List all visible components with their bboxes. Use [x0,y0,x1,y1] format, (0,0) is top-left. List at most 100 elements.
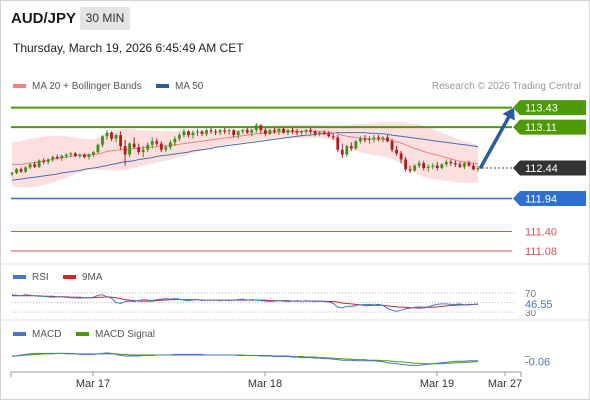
candle-body [218,130,222,133]
candle-body [82,154,86,158]
ma20-swatch [13,84,26,89]
candle-body [101,136,104,145]
legend-ma50-label: MA 50 [175,81,204,92]
forecast-arrow-head [502,107,515,121]
rsi-guide-label-70: 70 [525,289,537,300]
macd-value-label: -0.06 [525,357,550,369]
candle-body [282,128,285,133]
candle-body [291,130,294,132]
candle-body [331,136,335,138]
candle-body [435,165,439,169]
level-label-3: 111.40 [525,226,557,238]
candle-body [191,132,195,136]
level-label-1: 113.11 [525,122,557,134]
candle-body [155,141,159,144]
candle-body [114,135,118,139]
candle-body [128,143,132,155]
candle-body [472,165,475,170]
legend-macd: MACD [13,329,61,340]
ma50-swatch [156,84,169,89]
candle-body [368,138,371,140]
macd-signal-swatch [76,332,89,337]
candle-body [60,155,64,159]
rsi-swatch [13,275,26,280]
rsi-line [11,294,479,312]
candle-body [105,132,109,137]
candle-body [232,130,236,136]
candle-body [476,168,480,170]
candle-body [87,154,91,158]
candle-body [227,130,231,132]
legend-macd-signal: MACD Signal [76,329,155,340]
copyright-text: Research © 2026 Trading Central [431,81,581,92]
interval-button[interactable]: 30 MIN [80,7,130,30]
candle-body [10,172,14,175]
candle-body [399,153,403,160]
candle-body [137,147,141,153]
rsi-value-label: 46.55 [525,299,553,311]
candle-body [150,141,154,145]
candle-body [250,130,254,133]
candle-body [372,137,376,139]
rsi-ma-swatch [63,275,76,280]
candle-body [336,137,340,150]
legend-macd-label: MACD [32,329,62,340]
candle-body [404,159,408,170]
candle-body [46,159,50,162]
macd-signal-line [12,352,478,365]
candle-body [363,138,367,140]
level-label-box-0 [513,100,586,116]
level-label-4: 111.08 [525,246,557,258]
candle-body [268,130,272,134]
legend-rsi-ma: 9MA [63,272,103,283]
candle-body [28,164,32,168]
candle-body [426,166,430,169]
candle-body [51,157,55,160]
rsi-guide-label-30: 30 [525,308,537,319]
candle-body [277,128,281,132]
legend-ma20-bollinger: MA 20 + Bollinger Bands [13,81,142,92]
forecast-arrow-shaft [479,115,511,169]
candle-body [214,131,217,133]
ma50-line [11,132,479,181]
candle-body [349,146,353,149]
candle-body [96,144,100,153]
candle-body [173,138,177,143]
candle-body [295,131,299,133]
legend-rsi-label: RSI [32,272,49,283]
candle-body [177,135,181,139]
candle-body [69,153,73,155]
rsi-value-bg [522,298,556,311]
candle-body [381,137,385,139]
candle-body [254,125,258,131]
candle-body [110,132,113,139]
candle-body [286,130,290,133]
candle-body [259,125,263,131]
candle-body [440,164,444,169]
time-tick-label-2: Mar 19 [420,378,454,390]
candle-body [19,169,23,172]
candle-body [187,131,190,136]
candle-body [33,164,37,167]
candle-body [422,163,426,169]
candle-body [467,163,471,166]
macd-swatch [13,332,26,337]
candle-body [159,143,163,150]
level-label-2: 111.94 [525,194,557,206]
timestamp: Thursday, March 19, 2026 6:45:49 AM CET [13,41,244,55]
level-label-0: 113.43 [525,103,558,115]
candle-body [209,130,213,132]
candle-body [146,144,150,150]
candle-body [345,146,349,155]
level-label-box-1 [513,119,586,135]
candle-body [327,133,331,137]
candle-body [182,131,186,136]
candle-body [417,163,421,166]
candle-body [322,132,326,134]
candle-body [458,164,462,167]
time-tick-label-1: Mar 18 [248,378,282,390]
candle-body [313,131,317,134]
candle-body [73,153,77,156]
candle-body [205,130,208,134]
